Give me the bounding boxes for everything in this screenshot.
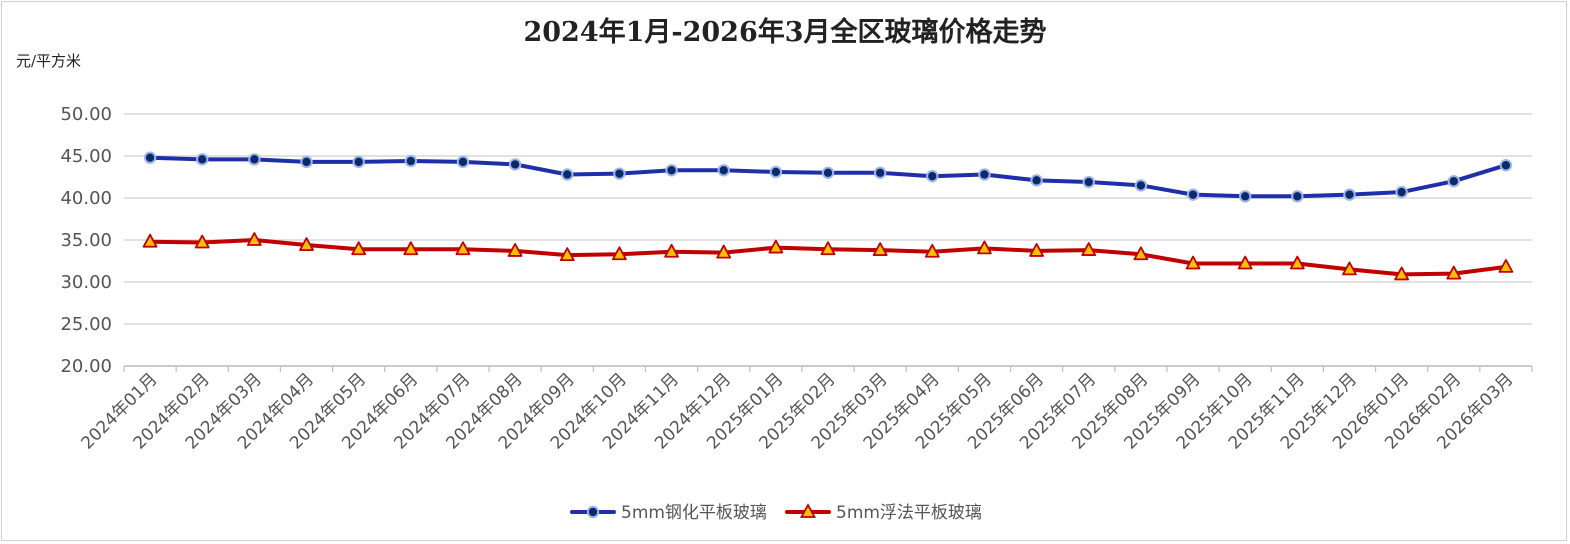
data-point-series1[interactable] (300, 155, 313, 169)
data-point-series1[interactable] (456, 155, 470, 169)
data-point-series2[interactable] (246, 232, 262, 246)
data-point-series2[interactable] (559, 247, 575, 262)
data-point-series1[interactable] (1134, 179, 1148, 192)
data-point-series2[interactable] (1133, 246, 1149, 261)
y-tick-label: 20.00 (60, 356, 112, 377)
x-axis: 2024年01月2024年02月2024年03月2024年04月2024年05月… (78, 365, 1533, 453)
gridlines (124, 113, 1532, 367)
data-point-series1[interactable] (926, 169, 939, 183)
legend-marker (799, 503, 817, 518)
y-axis: 20.00 25.00 30.00 35.00 40.00 45.00 50.00 (60, 104, 112, 377)
y-tick-label: 35.00 (60, 230, 112, 251)
legend-marker (586, 505, 600, 519)
data-point-series2[interactable] (403, 241, 419, 256)
y-tick-label: 50.00 (60, 104, 112, 125)
series-markers (142, 151, 1514, 281)
data-point-series2[interactable] (768, 239, 784, 254)
data-point-series1[interactable] (1499, 159, 1513, 172)
data-point-series1[interactable] (821, 166, 835, 180)
data-point-series1[interactable] (248, 153, 261, 166)
data-point-series2[interactable] (142, 233, 158, 248)
data-point-series2[interactable] (1446, 265, 1462, 280)
data-point-series2[interactable] (924, 243, 940, 258)
legend-item-2[interactable]: 5mm浮法平板玻璃 (785, 503, 982, 523)
data-point-series2[interactable] (612, 246, 627, 261)
data-point-series1[interactable] (1343, 188, 1356, 201)
chart-title: 2024年1月-2026年3月全区玻璃价格走势 (523, 17, 1047, 48)
data-point-series2[interactable] (455, 241, 471, 256)
data-point-series1[interactable] (1238, 190, 1252, 203)
y-tick-label: 25.00 (60, 314, 112, 335)
data-point-series2[interactable] (1498, 258, 1514, 273)
data-point-series1[interactable] (769, 165, 783, 179)
data-point-series2[interactable] (1289, 255, 1305, 270)
data-point-series2[interactable] (664, 243, 679, 258)
data-point-series2[interactable] (194, 234, 210, 249)
data-point-series2[interactable] (1342, 261, 1357, 276)
data-point-series2[interactable] (1081, 242, 1097, 256)
data-point-series1[interactable] (873, 166, 887, 180)
data-point-series2[interactable] (1185, 255, 1201, 270)
data-point-series2[interactable] (977, 240, 992, 255)
data-point-series1[interactable] (143, 151, 157, 164)
data-point-series2[interactable] (1394, 266, 1410, 281)
y-axis-unit-label: 元/平方米 (16, 52, 82, 70)
data-point-series2[interactable] (1029, 243, 1044, 257)
y-tick-label: 30.00 (60, 272, 112, 293)
data-point-series1[interactable] (196, 153, 209, 166)
data-point-series1[interactable] (1082, 175, 1095, 189)
data-point-series2[interactable] (351, 241, 367, 256)
data-point-series2[interactable] (299, 237, 314, 251)
data-point-series2[interactable] (820, 241, 836, 256)
y-tick-label: 45.00 (60, 146, 112, 167)
data-point-series1[interactable] (561, 168, 574, 181)
legend-label: 5mm浮法平板玻璃 (836, 503, 982, 523)
data-point-series2[interactable] (872, 242, 888, 256)
data-point-series2[interactable] (1237, 255, 1253, 270)
data-point-series1[interactable] (404, 154, 418, 168)
data-point-series1[interactable] (508, 158, 522, 171)
legend-label: 5mm钢化平板玻璃 (621, 503, 767, 523)
y-tick-label: 40.00 (60, 188, 112, 209)
data-point-series1[interactable] (1030, 174, 1043, 187)
legend-item-1[interactable]: 5mm钢化平板玻璃 (570, 503, 767, 523)
data-point-series1[interactable] (352, 155, 365, 169)
legend[interactable]: 5mm钢化平板玻璃 5mm浮法平板玻璃 (570, 503, 982, 523)
data-point-series1[interactable] (717, 164, 730, 177)
data-point-series2[interactable] (507, 243, 523, 257)
data-point-series1[interactable] (1447, 175, 1460, 188)
data-point-series1[interactable] (978, 168, 991, 181)
data-point-series1[interactable] (1186, 188, 1200, 201)
data-point-series1[interactable] (665, 164, 678, 177)
data-point-series2[interactable] (716, 244, 732, 259)
data-point-series1[interactable] (613, 167, 626, 180)
data-point-series1[interactable] (1291, 190, 1304, 203)
data-point-series1[interactable] (1395, 185, 1408, 199)
